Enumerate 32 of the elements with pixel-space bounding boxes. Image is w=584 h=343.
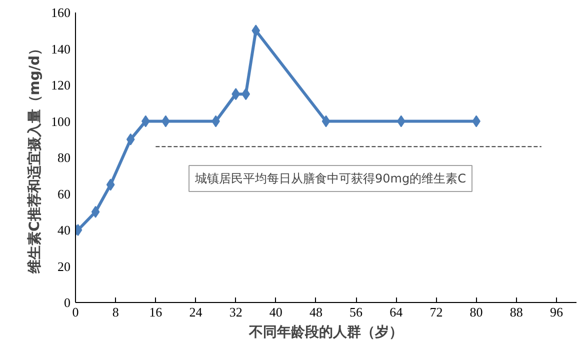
- y-tick-label: 100: [51, 114, 70, 129]
- y-tick-label: 60: [58, 186, 70, 202]
- y-tick-label: 20: [58, 258, 70, 274]
- point: [242, 88, 250, 100]
- x-axis-title: 不同年龄段的人群（岁）: [248, 324, 403, 340]
- point: [396, 115, 406, 128]
- x-tick-label: 40: [269, 304, 282, 320]
- x-tick-label: 56: [350, 304, 364, 320]
- point: [141, 115, 150, 128]
- x-tick-label: 72: [430, 304, 443, 320]
- x-tick-label: 32: [229, 304, 242, 320]
- point: [322, 115, 330, 128]
- y-tick-label: 120: [51, 78, 70, 92]
- y-tick-label: 160: [51, 5, 70, 20]
- point: [252, 24, 260, 37]
- y-tick-label: 80: [58, 150, 70, 165]
- y-tick-label: 40: [58, 222, 70, 238]
- point: [106, 178, 115, 191]
- x-tick-label: 88: [510, 304, 523, 320]
- point: [126, 133, 135, 146]
- y-tick-label: 0: [64, 295, 70, 310]
- x-tick-label: 24: [189, 304, 203, 320]
- x-tick-label: 16: [149, 304, 163, 320]
- x-tick-label: 80: [470, 304, 483, 320]
- x-tick-label: 8: [112, 304, 119, 320]
- annotation: 城镇居民平均每日从膳食中可获得90mg的维生素C: [194, 172, 466, 186]
- y-axis-title: 维生素C推荐和适宜摄入量（mg/d）: [26, 41, 43, 275]
- x-tick-label: 96: [550, 304, 564, 320]
- point: [91, 206, 100, 218]
- y-tick-label: 140: [51, 41, 70, 56]
- x-tick-label: 48: [309, 304, 322, 320]
- x-tick-label: 64: [390, 304, 404, 320]
